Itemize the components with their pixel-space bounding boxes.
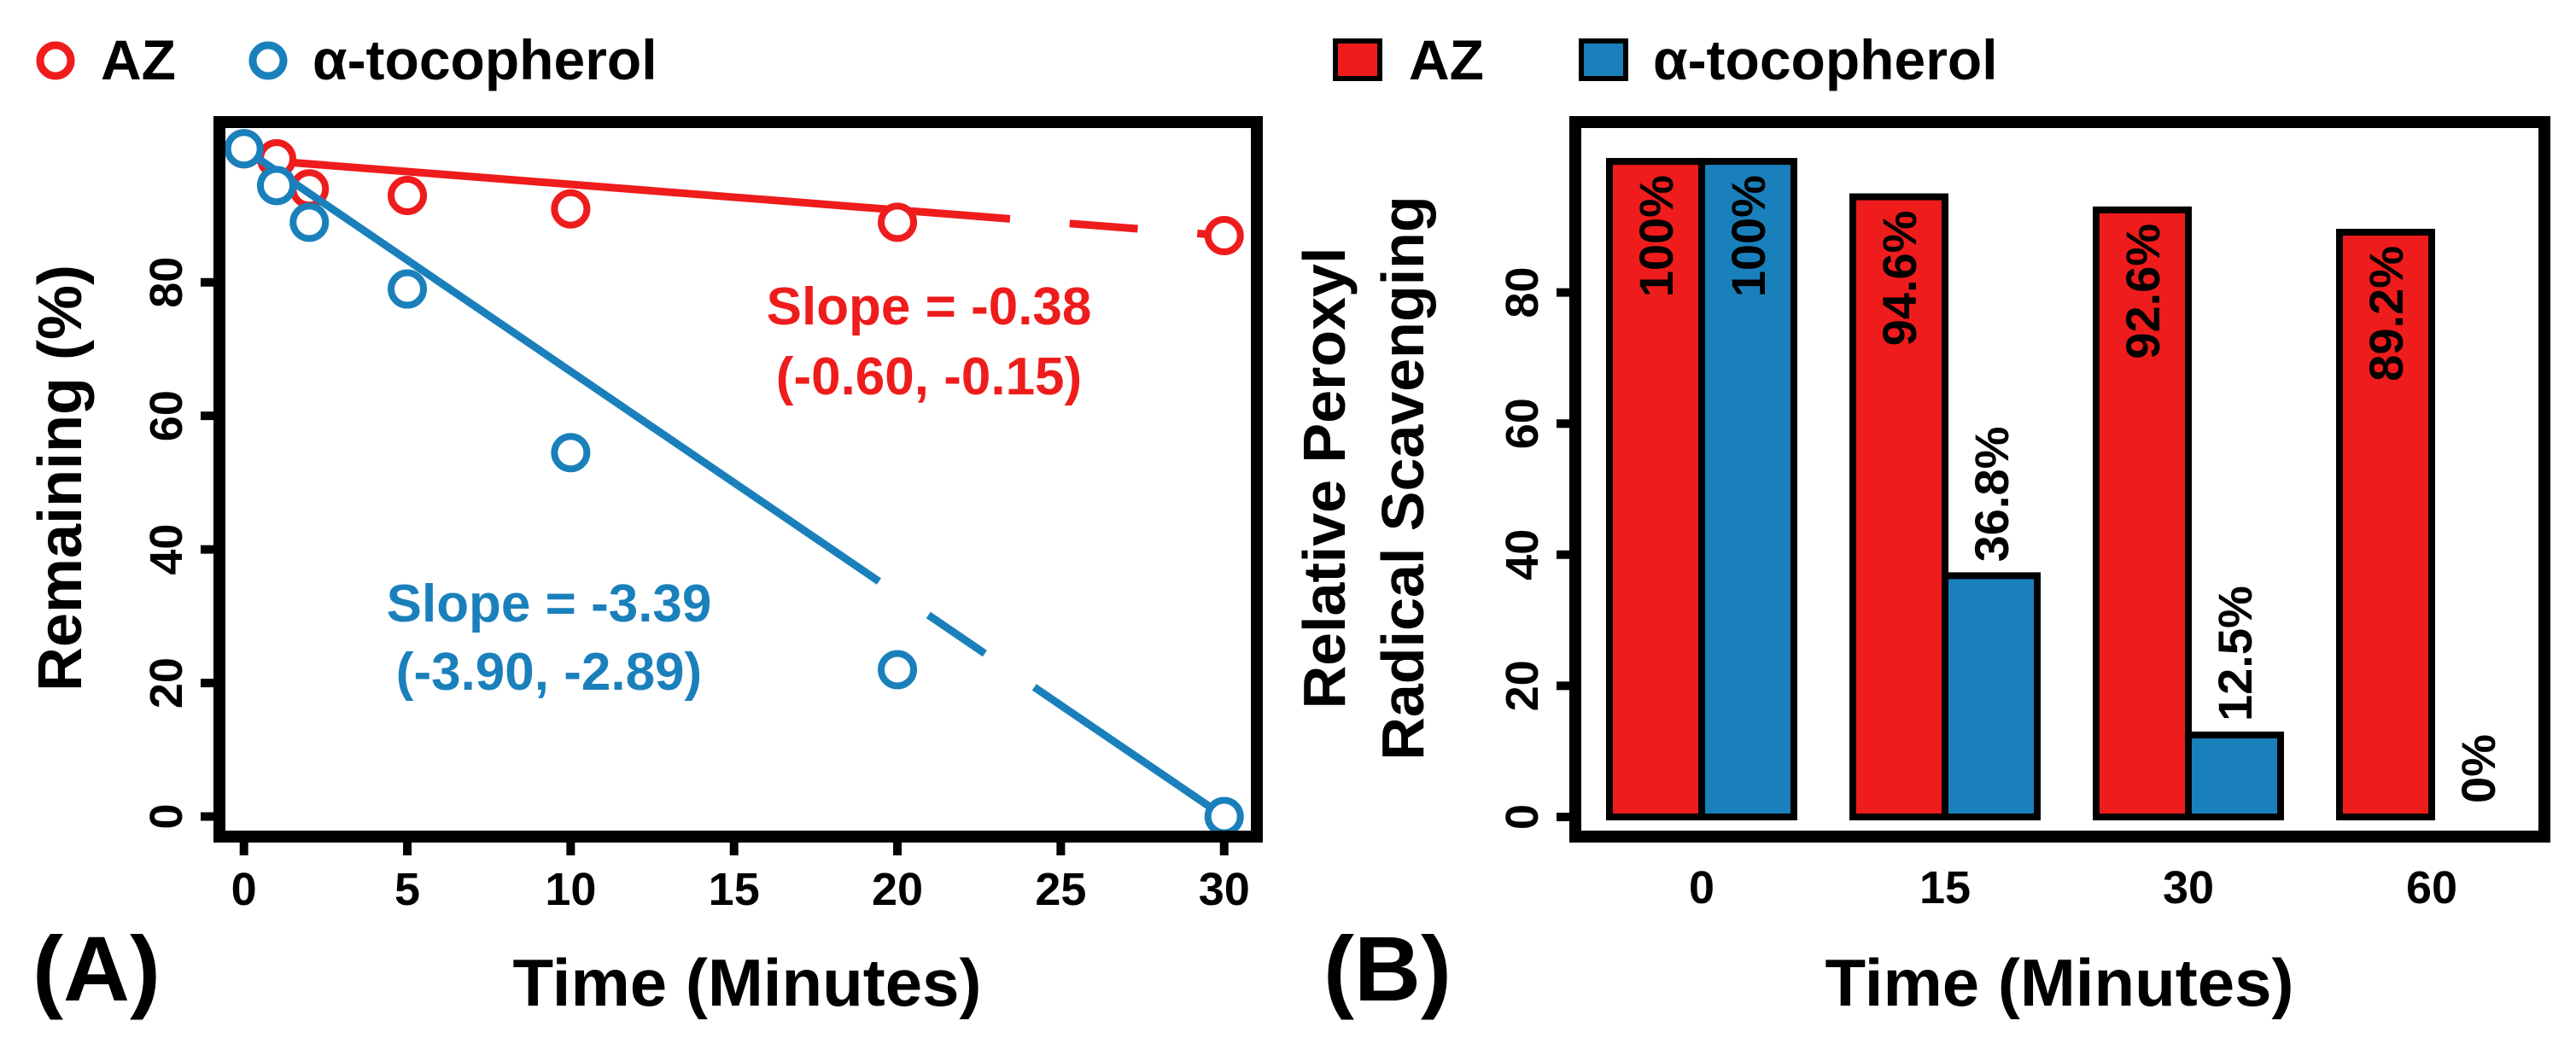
data-point <box>1204 215 1244 255</box>
legend-b-toco-label: α-tocopherol <box>1653 28 1998 91</box>
annotation-toco: Slope = -3.39 (-3.90, -2.89) <box>387 575 712 702</box>
y-tick-label: 60 <box>1497 398 1548 449</box>
data-point <box>388 269 428 309</box>
annotation-az: Slope = -0.38 (-0.60, -0.15) <box>767 277 1092 406</box>
panel-b-label: (B) <box>1323 917 1452 1020</box>
panel-a-ylabel: Remaining (%) <box>26 265 95 691</box>
bar-value-label: 100% <box>1721 175 1775 297</box>
panel-b-ylabel-line1: Relative Peroxyl <box>1291 248 1358 709</box>
x-tick-label: 30 <box>2163 862 2214 913</box>
data-point <box>289 202 330 242</box>
y-tick-label: 60 <box>141 390 192 441</box>
x-tick-label: 15 <box>709 864 760 915</box>
legend-b-az-label: AZ <box>1409 28 1484 91</box>
legend-az-label: AZ <box>101 28 176 91</box>
bar <box>1698 158 1797 820</box>
x-tick-label: 5 <box>394 864 420 915</box>
annotation-toco-ci: (-3.90, -2.89) <box>396 643 702 702</box>
bar <box>2336 229 2435 820</box>
panel-a-legend: AZ α-tocopherol <box>36 28 657 91</box>
panel-b-ylabel: Relative Peroxyl Radical Scavenging <box>1291 195 1436 760</box>
bar <box>1606 158 1705 820</box>
x-tick-label: 10 <box>545 864 596 915</box>
x-tick-label: 60 <box>2406 862 2457 913</box>
data-point <box>388 176 428 216</box>
legend-toco-label: α-tocopherol <box>313 28 657 91</box>
y-tick-label: 40 <box>1497 529 1548 580</box>
panel-b-axes: 0 20 40 60 80 0 15 30 60 <box>1497 267 2457 913</box>
bar-value-label: 92.6% <box>2116 224 2170 359</box>
y-tick-label: 0 <box>141 804 192 830</box>
bar <box>2093 206 2192 820</box>
bar <box>1942 572 2041 820</box>
panel-a-plot <box>224 129 1244 837</box>
panel-a-frame <box>213 116 1263 843</box>
bar-value-label: 0% <box>2451 734 2505 803</box>
panel-a-axes: 0 5 10 15 20 25 30 0 20 40 60 80 <box>141 257 1250 915</box>
panel-b-frame <box>1569 116 2550 843</box>
bar <box>2185 731 2284 820</box>
data-point <box>1204 796 1244 837</box>
panel-b-xlabel: Time (Minutes) <box>1825 945 2294 1020</box>
bar <box>1849 193 1948 820</box>
legend-toco-marker <box>248 41 288 80</box>
fit-line <box>242 145 1227 820</box>
bar-value-label: 100% <box>1629 175 1683 297</box>
panel-b-legend: AZ α-tocopherol <box>1333 28 1998 91</box>
data-point <box>256 166 296 206</box>
y-tick-label: 20 <box>1497 660 1548 711</box>
bar-value-label: 12.5% <box>2208 586 2262 721</box>
y-tick-label: 80 <box>1497 267 1548 318</box>
legend-az-marker <box>36 41 75 80</box>
y-tick-label: 0 <box>1497 804 1548 830</box>
panel-a-xlabel: Time (Minutes) <box>513 945 982 1020</box>
x-tick-label: 0 <box>231 864 257 915</box>
x-tick-label: 15 <box>1919 862 1971 913</box>
legend-b-az-swatch <box>1333 38 1382 81</box>
panel-b-plot: 100% 100% 94.6% 36.8% 92.6% 12.5% 89.2% 0% <box>1606 158 2505 820</box>
panel-a-label: (A) <box>32 917 161 1020</box>
annotation-toco-slope: Slope = -3.39 <box>387 575 712 633</box>
data-point <box>224 129 264 169</box>
data-point <box>551 189 591 229</box>
panel-b-ylabel-line2: Radical Scavenging <box>1370 195 1436 760</box>
y-tick-label: 40 <box>141 524 192 575</box>
y-tick-label: 80 <box>141 257 192 308</box>
x-tick-label: 0 <box>1689 862 1714 913</box>
x-tick-label: 25 <box>1035 864 1086 915</box>
panel-a: AZ α-tocopherol 0 5 10 15 20 25 30 0 20 40 60 80 Re… <box>26 28 1263 1020</box>
y-tick-label: 20 <box>141 657 192 709</box>
fit-line <box>243 155 1225 240</box>
data-point <box>551 433 591 473</box>
data-point <box>878 650 918 690</box>
x-tick-label: 20 <box>872 864 923 915</box>
bar-value-label: 89.2% <box>2359 246 2413 382</box>
bar-value-label: 36.8% <box>1965 427 2018 563</box>
data-point <box>878 202 918 242</box>
legend-b-toco-swatch <box>1579 38 1628 81</box>
x-tick-label: 30 <box>1199 864 1250 915</box>
annotation-az-slope: Slope = -0.38 <box>767 277 1092 336</box>
bar-value-label: 94.6% <box>1872 211 1926 347</box>
annotation-az-ci: (-0.60, -0.15) <box>776 347 1082 406</box>
